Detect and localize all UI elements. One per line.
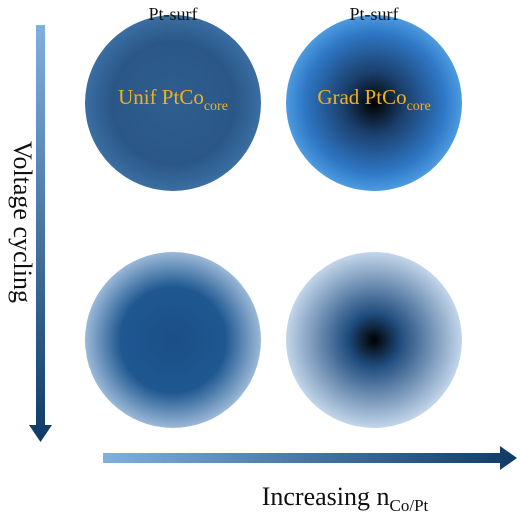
particle-uniform bbox=[85, 15, 261, 191]
core-text: Grad PtCo bbox=[317, 85, 406, 109]
core-subscript: core bbox=[407, 99, 431, 114]
core-label: Grad PtCocore bbox=[317, 85, 430, 114]
core-text: Unif PtCo bbox=[118, 85, 204, 109]
core-label: Unif PtCocore bbox=[118, 85, 228, 114]
axis-text: Increasing n bbox=[262, 482, 390, 511]
surface-label: Pt-surf bbox=[350, 4, 399, 24]
vertical-arrow bbox=[29, 25, 52, 442]
axis-subscript: Co/Pt bbox=[390, 496, 429, 515]
horizontal-arrow bbox=[103, 446, 517, 470]
horizontal-axis-label: Increasing nCo/Pt bbox=[262, 482, 429, 515]
core-subscript: core bbox=[204, 99, 228, 114]
particle-gradient-cycled bbox=[286, 252, 462, 428]
surface-label: Pt-surf bbox=[149, 4, 198, 24]
particle-uniform-cycled bbox=[85, 252, 261, 428]
vertical-axis-label: Voltage cycling bbox=[8, 141, 37, 303]
particle-gradient bbox=[286, 15, 462, 191]
